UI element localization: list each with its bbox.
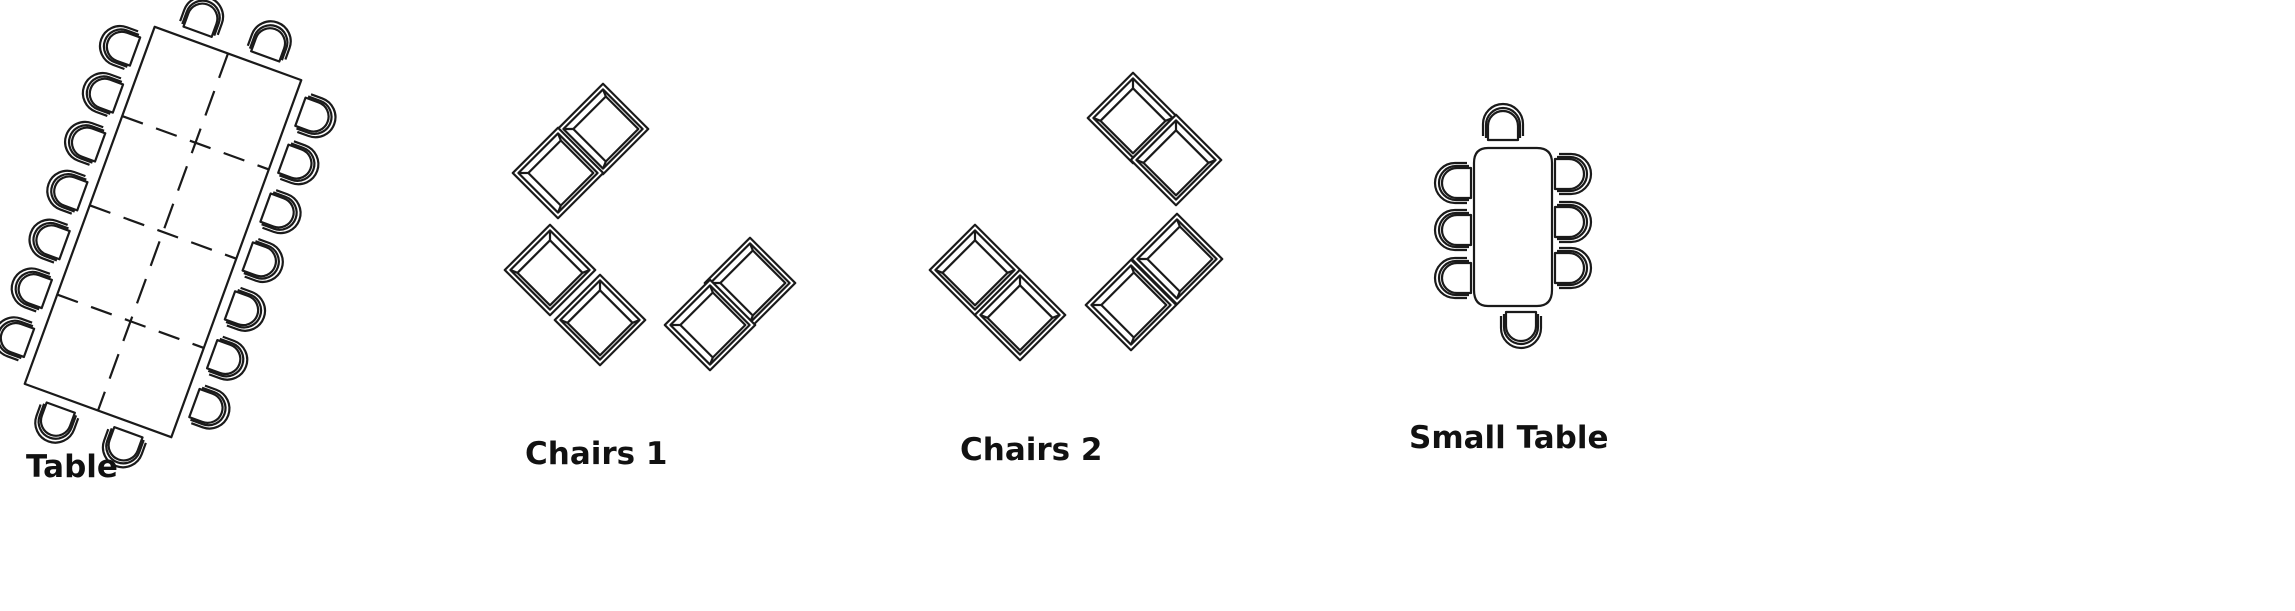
table-label: Table <box>26 449 118 485</box>
chair-pair <box>503 223 647 367</box>
chairs-1-symbol <box>503 82 797 372</box>
chairs-2-label: Chairs 2 <box>960 432 1103 468</box>
banquet-table-symbol <box>0 0 343 475</box>
small-table-label: Small Table <box>1409 420 1609 456</box>
small-table-top <box>1472 146 1554 308</box>
banquet-table-top <box>0 0 343 475</box>
chair-pair <box>1086 71 1223 207</box>
chair-pair <box>1084 212 1224 352</box>
chairs-2-symbol <box>928 71 1224 362</box>
chair-pair <box>511 82 650 220</box>
chairs-1-label: Chairs 1 <box>525 436 668 472</box>
chair-pair <box>928 223 1067 362</box>
small-table-symbol <box>1433 102 1593 350</box>
chair-pair <box>663 236 797 372</box>
